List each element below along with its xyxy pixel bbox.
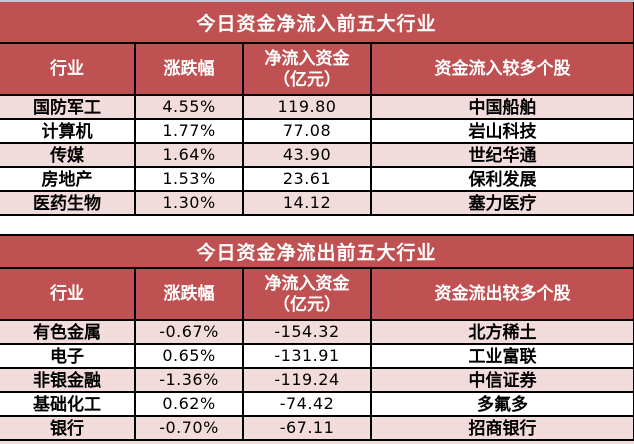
- inflow-table-title: 今日资金净流入前五大行业: [0, 2, 634, 44]
- netflow-cell: 77.08: [242, 118, 372, 144]
- table-gap: [0, 216, 634, 234]
- industry-cell: 基础化工: [0, 391, 136, 417]
- column-header-netflow: 净流入资金 （亿元）: [242, 267, 372, 321]
- change-cell: -1.36%: [134, 367, 244, 393]
- industry-cell: 医药生物: [0, 190, 136, 216]
- table-row: 非银金融 -1.36% -119.24 中信证券: [0, 367, 634, 393]
- stock-cell: 中国船舶: [369, 94, 634, 120]
- stock-cell: 世纪华通: [369, 142, 634, 168]
- outflow-table-header-row: 行业 涨跌幅 净流入资金 （亿元） 资金流出较多个股: [0, 267, 634, 321]
- change-cell: 1.53%: [134, 166, 244, 192]
- column-header-industry: 行业: [0, 267, 136, 321]
- stock-cell: 塞力医疗: [369, 190, 634, 216]
- stock-cell: 招商银行: [369, 415, 634, 441]
- column-header-top-stock: 资金流出较多个股: [369, 267, 634, 321]
- industry-cell: 电子: [0, 343, 136, 369]
- netflow-cell: 23.61: [242, 166, 372, 192]
- change-cell: 4.55%: [134, 94, 244, 120]
- change-cell: -0.67%: [134, 319, 244, 345]
- change-cell: 1.77%: [134, 118, 244, 144]
- stock-cell: 中信证券: [369, 367, 634, 393]
- netflow-cell: -67.11: [242, 415, 372, 441]
- industry-cell: 国防军工: [0, 94, 136, 120]
- industry-cell: 计算机: [0, 118, 136, 144]
- stock-cell: 多氟多: [369, 391, 634, 417]
- outflow-table-title-row: 今日资金净流出前五大行业: [0, 234, 634, 269]
- table-row: 国防军工 4.55% 119.80 中国船舶: [0, 94, 634, 120]
- table-row: 传媒 1.64% 43.90 世纪华通: [0, 142, 634, 168]
- inflow-table-title-row: 今日资金净流入前五大行业: [0, 2, 634, 44]
- column-header-netflow: 净流入资金 （亿元）: [242, 42, 372, 96]
- change-cell: 1.64%: [134, 142, 244, 168]
- cropped-row-edge: [0, 441, 634, 444]
- table-row: 基础化工 0.62% -74.42 多氟多: [0, 391, 634, 417]
- change-cell: 1.30%: [134, 190, 244, 216]
- industry-cell: 有色金属: [0, 319, 136, 345]
- window-top-edge: [0, 0, 634, 2]
- table-row: 银行 -0.70% -67.11 招商银行: [0, 415, 634, 441]
- column-header-industry: 行业: [0, 42, 136, 96]
- industry-cell: 传媒: [0, 142, 136, 168]
- outflow-table: 今日资金净流出前五大行业 行业 涨跌幅 净流入资金 （亿元） 资金流出较多个股 …: [0, 234, 634, 441]
- table-row: 计算机 1.77% 77.08 岩山科技: [0, 118, 634, 144]
- stock-cell: 工业富联: [369, 343, 634, 369]
- table-row: 有色金属 -0.67% -154.32 北方稀土: [0, 319, 634, 345]
- change-cell: 0.65%: [134, 343, 244, 369]
- change-cell: 0.62%: [134, 391, 244, 417]
- netflow-cell: -131.91: [242, 343, 372, 369]
- stock-cell: 北方稀土: [369, 319, 634, 345]
- netflow-cell: -119.24: [242, 367, 372, 393]
- table-row: 房地产 1.53% 23.61 保利发展: [0, 166, 634, 192]
- outflow-table-title: 今日资金净流出前五大行业: [0, 234, 634, 269]
- netflow-cell: 14.12: [242, 190, 372, 216]
- change-cell: -0.70%: [134, 415, 244, 441]
- netflow-cell: -154.32: [242, 319, 372, 345]
- stock-cell: 岩山科技: [369, 118, 634, 144]
- industry-cell: 房地产: [0, 166, 136, 192]
- industry-cell: 银行: [0, 415, 136, 441]
- netflow-cell: 119.80: [242, 94, 372, 120]
- column-header-top-stock: 资金流入较多个股: [369, 42, 634, 96]
- netflow-cell: 43.90: [242, 142, 372, 168]
- inflow-table: 今日资金净流入前五大行业 行业 涨跌幅 净流入资金 （亿元） 资金流入较多个股 …: [0, 2, 634, 216]
- column-header-change: 涨跌幅: [134, 42, 244, 96]
- column-header-change: 涨跌幅: [134, 267, 244, 321]
- stock-cell: 保利发展: [369, 166, 634, 192]
- table-row: 医药生物 1.30% 14.12 塞力医疗: [0, 190, 634, 216]
- inflow-table-header-row: 行业 涨跌幅 净流入资金 （亿元） 资金流入较多个股: [0, 42, 634, 96]
- table-row: 电子 0.65% -131.91 工业富联: [0, 343, 634, 369]
- netflow-cell: -74.42: [242, 391, 372, 417]
- industry-cell: 非银金融: [0, 367, 136, 393]
